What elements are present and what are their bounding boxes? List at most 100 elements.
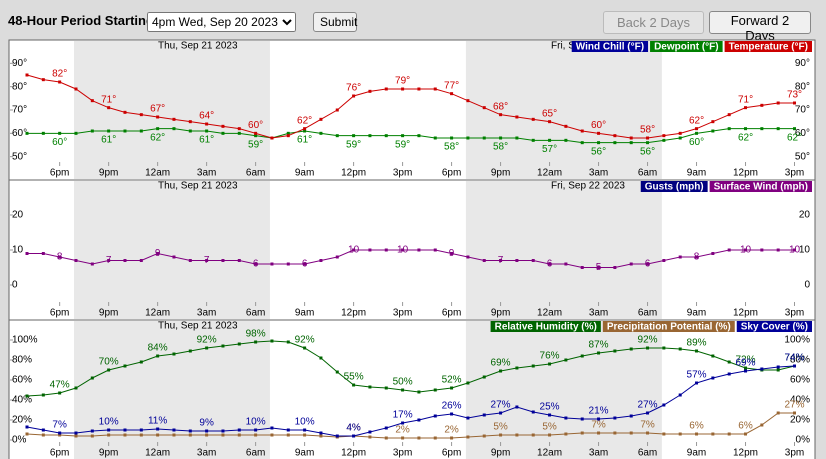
- point: [727, 432, 731, 436]
- series-line: [26, 365, 795, 437]
- point: [270, 426, 274, 430]
- point: [123, 259, 127, 262]
- point: [629, 347, 633, 351]
- legend-swatch: [650, 41, 723, 52]
- value-label: 87%: [589, 340, 609, 351]
- point: [727, 248, 731, 252]
- point: [25, 394, 29, 398]
- point: [678, 255, 682, 259]
- value-label: 62°: [689, 115, 704, 126]
- point: [417, 390, 421, 394]
- x-tick-label: 12am: [537, 448, 562, 459]
- y-tick-label-right: 0%: [796, 435, 811, 446]
- value-label: 60°: [248, 120, 263, 131]
- point: [172, 255, 176, 259]
- point: [58, 391, 62, 395]
- point: [499, 411, 503, 415]
- point: [303, 346, 307, 350]
- value-label: 71°: [738, 94, 753, 105]
- point: [678, 131, 682, 135]
- y-tick-label: 10: [12, 245, 24, 256]
- point: [564, 416, 568, 420]
- legend-item: Temperature (°F): [724, 41, 812, 53]
- point: [254, 433, 258, 437]
- value-label: 9: [449, 248, 455, 259]
- night-shade: [465, 41, 662, 179]
- legend-item: Wind Chill (°F): [571, 41, 649, 53]
- back-button[interactable]: Back 2 Days: [603, 11, 704, 34]
- value-label: 6: [253, 259, 259, 270]
- point: [352, 94, 356, 98]
- point: [352, 248, 356, 252]
- value-label: 9: [155, 248, 161, 259]
- point: [303, 433, 307, 437]
- point: [107, 428, 111, 432]
- point: [156, 127, 160, 131]
- value-label: 92%: [197, 335, 217, 346]
- point: [450, 136, 454, 140]
- value-label: 50%: [393, 377, 413, 388]
- legend-swatch: [724, 41, 812, 52]
- point: [515, 115, 519, 119]
- value-label: 65°: [542, 108, 557, 119]
- point: [25, 425, 29, 429]
- x-tick-label: 6am: [246, 448, 265, 459]
- point: [450, 386, 454, 390]
- x-tick-label: 12pm: [341, 168, 366, 179]
- point: [417, 87, 421, 91]
- point: [205, 129, 209, 133]
- point: [205, 429, 209, 433]
- y-tick-label-right: 60°: [795, 128, 810, 139]
- point: [384, 87, 388, 91]
- point: [482, 106, 486, 110]
- point: [107, 129, 111, 133]
- point: [237, 131, 241, 135]
- value-label: 9%: [199, 418, 214, 429]
- submit-button[interactable]: Submit: [313, 12, 357, 32]
- point: [286, 131, 290, 135]
- point: [384, 426, 388, 430]
- value-label: 58°: [493, 142, 508, 153]
- x-tick-label: 3pm: [785, 448, 804, 459]
- x-tick-label: 3pm: [785, 308, 804, 319]
- x-tick-label: 9am: [687, 168, 706, 179]
- x-tick-label: 9am: [295, 168, 314, 179]
- point: [646, 411, 650, 415]
- point: [401, 436, 405, 440]
- point: [760, 127, 764, 131]
- value-label: 27%: [785, 400, 805, 411]
- value-label: 98%: [246, 329, 266, 340]
- point: [156, 354, 160, 358]
- value-label: 84%: [148, 343, 168, 354]
- point: [564, 138, 568, 142]
- point: [221, 344, 225, 348]
- y-tick-label-right: 20%: [790, 415, 810, 426]
- point: [384, 134, 388, 138]
- point: [286, 433, 290, 437]
- point: [711, 252, 715, 255]
- y-tick-label: 70°: [12, 105, 27, 116]
- point: [352, 134, 356, 138]
- point: [662, 432, 666, 436]
- x-tick-label: 3pm: [393, 168, 412, 179]
- period-select[interactable]: 4pm Wed, Sep 20 2023: [147, 12, 296, 32]
- value-label: 10: [789, 245, 801, 256]
- value-label: 21%: [589, 406, 609, 417]
- value-label: 8: [694, 252, 700, 263]
- x-tick-label: 6am: [638, 308, 657, 319]
- y-tick-label: 80%: [12, 355, 32, 366]
- value-label: 27%: [638, 400, 658, 411]
- point: [205, 433, 209, 437]
- night-shade: [73, 41, 270, 179]
- point: [613, 431, 617, 435]
- y-tick-label-right: 80%: [790, 355, 810, 366]
- point: [401, 388, 405, 392]
- x-tick-label: 9am: [687, 308, 706, 319]
- y-tick-label: 60%: [12, 375, 32, 386]
- forward-button[interactable]: Forward 2 Days: [709, 11, 811, 43]
- point: [515, 259, 519, 262]
- value-label: 62°: [787, 132, 802, 143]
- legend-label: Temperature (°F): [729, 42, 808, 53]
- value-label: 61°: [199, 135, 214, 146]
- y-tick-label-right: 60%: [790, 375, 810, 386]
